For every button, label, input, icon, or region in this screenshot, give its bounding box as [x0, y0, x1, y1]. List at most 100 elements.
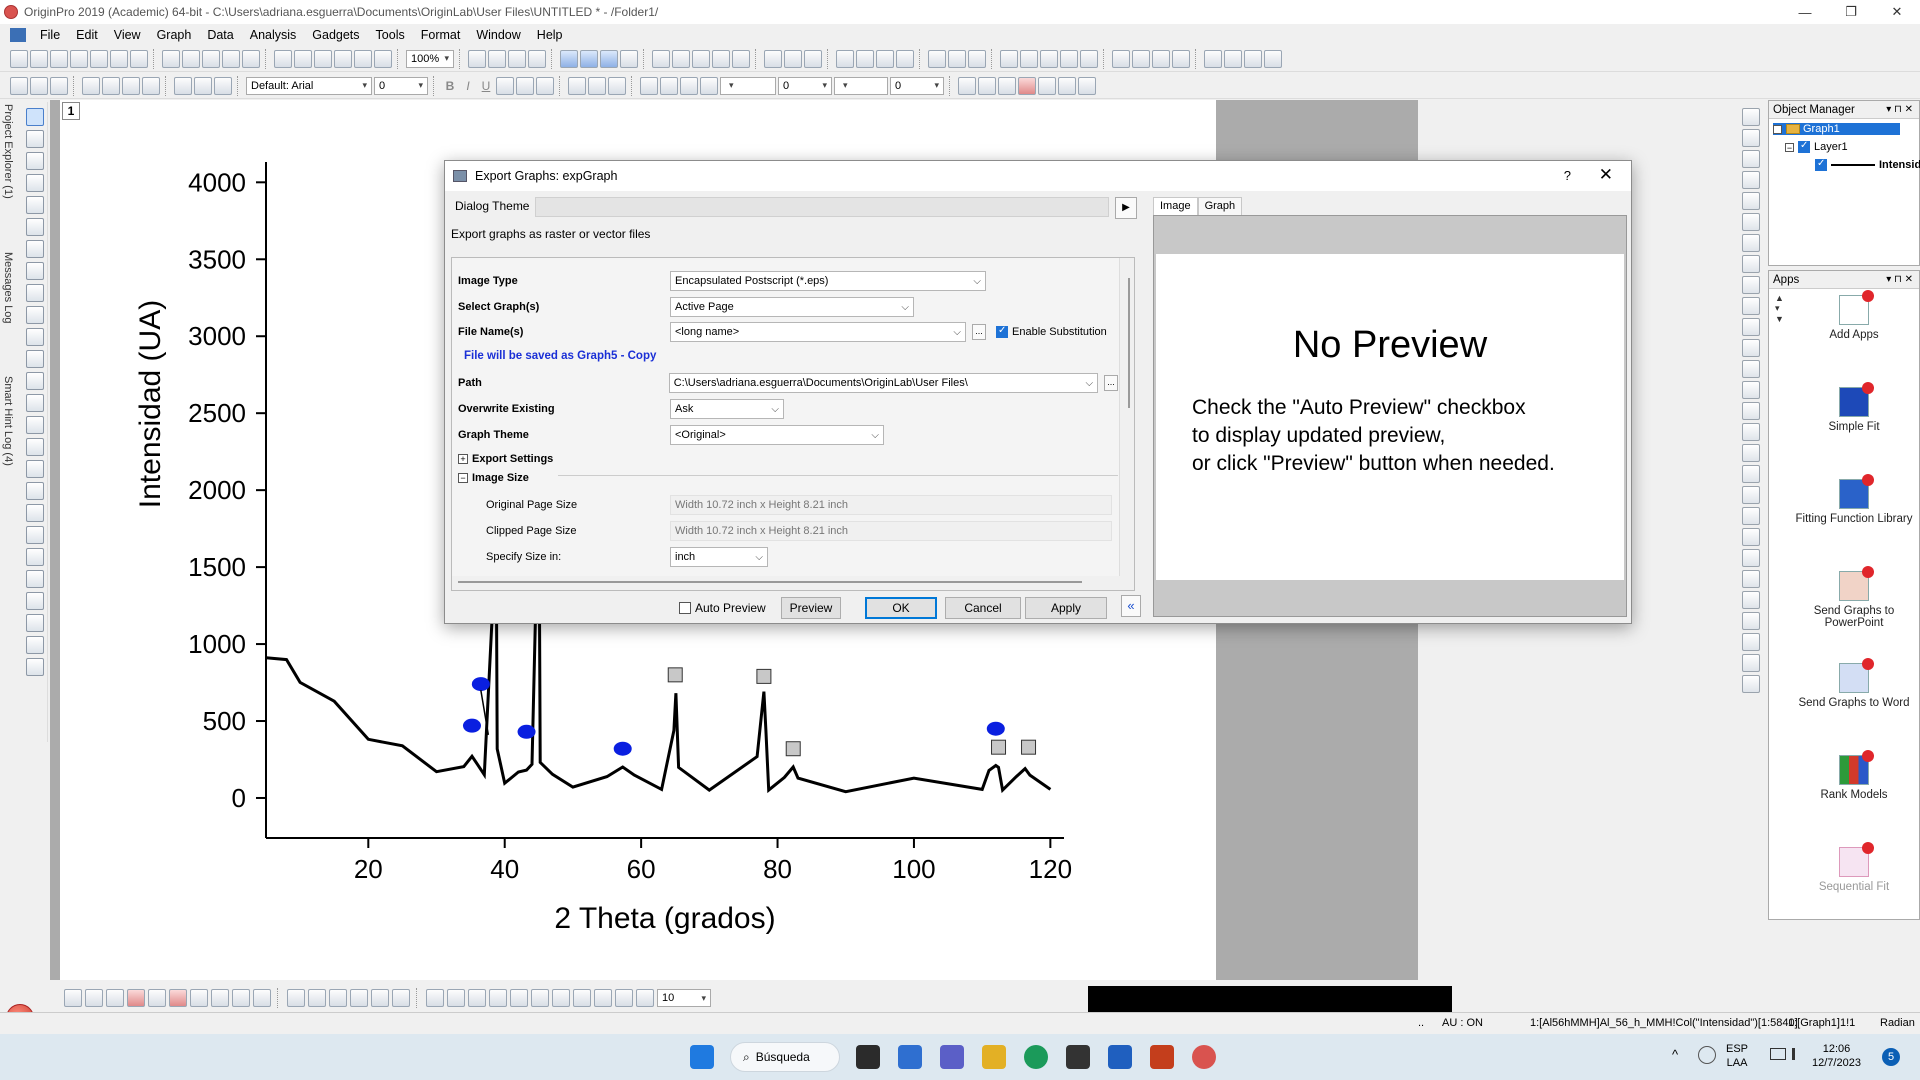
- layer-visible-checkbox[interactable]: [1798, 140, 1810, 153]
- resize-icon[interactable]: [573, 989, 591, 1007]
- collapse-minus-icon[interactable]: −: [458, 473, 468, 483]
- plot-wire-icon[interactable]: [329, 989, 347, 1007]
- zoom-combo[interactable]: 100%: [406, 49, 454, 68]
- menu-window[interactable]: Window: [476, 28, 521, 42]
- import-icon[interactable]: [274, 49, 292, 68]
- collapse-preview-button[interactable]: «: [1121, 595, 1141, 617]
- plot-column-bottom-icon[interactable]: [127, 989, 145, 1007]
- text-icon[interactable]: [25, 306, 44, 324]
- app-sequential-fit[interactable]: Sequential Fit: [1787, 842, 1920, 893]
- rectangle-icon[interactable]: [25, 394, 44, 412]
- align-icon[interactable]: [1742, 465, 1760, 483]
- perspective-icon[interactable]: [510, 989, 528, 1007]
- align-left-icon[interactable]: [568, 76, 586, 95]
- x-axis-label[interactable]: 2 Theta (grados): [554, 902, 775, 935]
- data-selector-icon[interactable]: [672, 49, 690, 68]
- plot-line-icon[interactable]: [836, 49, 854, 68]
- group-icon[interactable]: [1742, 486, 1760, 504]
- marker-icon[interactable]: [25, 614, 44, 632]
- distribute-icon[interactable]: [1742, 612, 1760, 630]
- expand-plus-icon[interactable]: +: [458, 454, 468, 464]
- close-window-button[interactable]: ✕: [1891, 4, 1903, 19]
- symbol-size-combo[interactable]: 0: [890, 76, 944, 95]
- border-icon[interactable]: [958, 76, 976, 95]
- network-icon[interactable]: [1770, 1048, 1786, 1060]
- save-template-icon[interactable]: [222, 49, 240, 68]
- font-size-combo[interactable]: 0: [374, 76, 428, 95]
- graph-theme-select[interactable]: <Original>: [670, 425, 884, 445]
- settings-vertical-scrollbar[interactable]: [1128, 278, 1130, 408]
- merge-icon[interactable]: [1018, 76, 1036, 95]
- origin-taskbar-icon[interactable]: [1192, 1045, 1216, 1069]
- region-icon[interactable]: [25, 636, 44, 654]
- font-combo[interactable]: Default: Arial: [246, 76, 372, 95]
- rescale-y-icon[interactable]: [1742, 150, 1760, 168]
- layer-table-icon[interactable]: [1742, 318, 1760, 336]
- rescale-z-icon[interactable]: [1742, 171, 1760, 189]
- menu-file[interactable]: File: [40, 28, 61, 42]
- add-layer-icon[interactable]: [1742, 192, 1760, 210]
- tilt-down-icon[interactable]: [489, 989, 507, 1007]
- import-multiple-icon[interactable]: [354, 49, 372, 68]
- dialog-theme-arrow-button[interactable]: ▶: [1115, 197, 1137, 219]
- same-height-icon[interactable]: [1742, 591, 1760, 609]
- edge-icon[interactable]: [1024, 1045, 1048, 1069]
- exchange-xy-icon[interactable]: [1742, 360, 1760, 378]
- extract-layers-icon[interactable]: [122, 76, 140, 95]
- set-x-icon[interactable]: [1020, 49, 1038, 68]
- widgets-icon[interactable]: [898, 1045, 922, 1069]
- open-template-icon[interactable]: [182, 49, 200, 68]
- app-add-apps[interactable]: Add Apps: [1787, 290, 1920, 341]
- tab-image[interactable]: Image: [1153, 197, 1198, 215]
- move-left-icon[interactable]: [1132, 49, 1150, 68]
- insert-graph-icon[interactable]: [25, 438, 44, 456]
- layer-management-icon[interactable]: [142, 76, 160, 95]
- arrow-icon[interactable]: [25, 350, 44, 368]
- rotate-icon[interactable]: [1058, 76, 1076, 95]
- back-icon[interactable]: [1742, 549, 1760, 567]
- plot-format-icon[interactable]: [50, 76, 68, 95]
- set-error-icon[interactable]: [1080, 49, 1098, 68]
- menu-data[interactable]: Data: [207, 28, 234, 42]
- region-select-icon[interactable]: [25, 262, 44, 280]
- print-icon[interactable]: [468, 49, 486, 68]
- app-rank-models[interactable]: Rank Models: [1787, 750, 1920, 801]
- subscript-icon[interactable]: [516, 76, 534, 95]
- notification-badge[interactable]: 5: [1882, 1048, 1900, 1066]
- new-layout-icon[interactable]: [90, 49, 108, 68]
- line-color-icon[interactable]: [680, 76, 698, 95]
- file-name-more-button[interactable]: ...: [972, 324, 986, 340]
- menu-view[interactable]: View: [113, 28, 141, 42]
- zoom-out-icon[interactable]: [25, 152, 44, 170]
- code-builder-icon[interactable]: [528, 49, 546, 68]
- add-axis-icon[interactable]: [1742, 213, 1760, 231]
- table-icon[interactable]: [998, 76, 1016, 95]
- export-settings-row[interactable]: + Export Settings: [458, 448, 1118, 470]
- object-manager-icon[interactable]: [620, 49, 638, 68]
- fit-page-icon[interactable]: [1742, 423, 1760, 441]
- ungroup-icon[interactable]: [1742, 507, 1760, 525]
- powerpoint-taskbar-icon[interactable]: [1150, 1045, 1174, 1069]
- skew-icon[interactable]: [615, 989, 633, 1007]
- close-dialog-button[interactable]: ✕: [1598, 165, 1613, 184]
- rotate-3d-left-icon[interactable]: [426, 989, 444, 1007]
- plot-bars-3d-icon[interactable]: [350, 989, 368, 1007]
- smart-hint-log-tab[interactable]: Smart Hint Log (4): [2, 376, 14, 466]
- select-graphs-select[interactable]: Active Page: [670, 297, 914, 317]
- set-z-icon[interactable]: [1060, 49, 1078, 68]
- auto-preview-checkbox[interactable]: Auto Preview: [679, 601, 766, 615]
- menu-gadgets[interactable]: Gadgets: [312, 28, 360, 42]
- move-last-icon[interactable]: [1172, 49, 1190, 68]
- plot-visible-checkbox[interactable]: [1815, 158, 1827, 171]
- new-graph-icon[interactable]: [50, 49, 68, 68]
- rescale-x-icon[interactable]: [1742, 129, 1760, 147]
- import-ascii-icon[interactable]: [314, 49, 332, 68]
- hand-icon[interactable]: [25, 416, 44, 434]
- plot-scatter-bottom-icon[interactable]: [85, 989, 103, 1007]
- app-send-graphs-to-word[interactable]: Send Graphs to Word: [1787, 658, 1920, 709]
- menu-edit[interactable]: Edit: [76, 28, 98, 42]
- project-explorer-icon[interactable]: [560, 49, 578, 68]
- grid-icon[interactable]: [978, 76, 996, 95]
- plot-polar-icon[interactable]: [392, 989, 410, 1007]
- same-width-icon[interactable]: [1742, 570, 1760, 588]
